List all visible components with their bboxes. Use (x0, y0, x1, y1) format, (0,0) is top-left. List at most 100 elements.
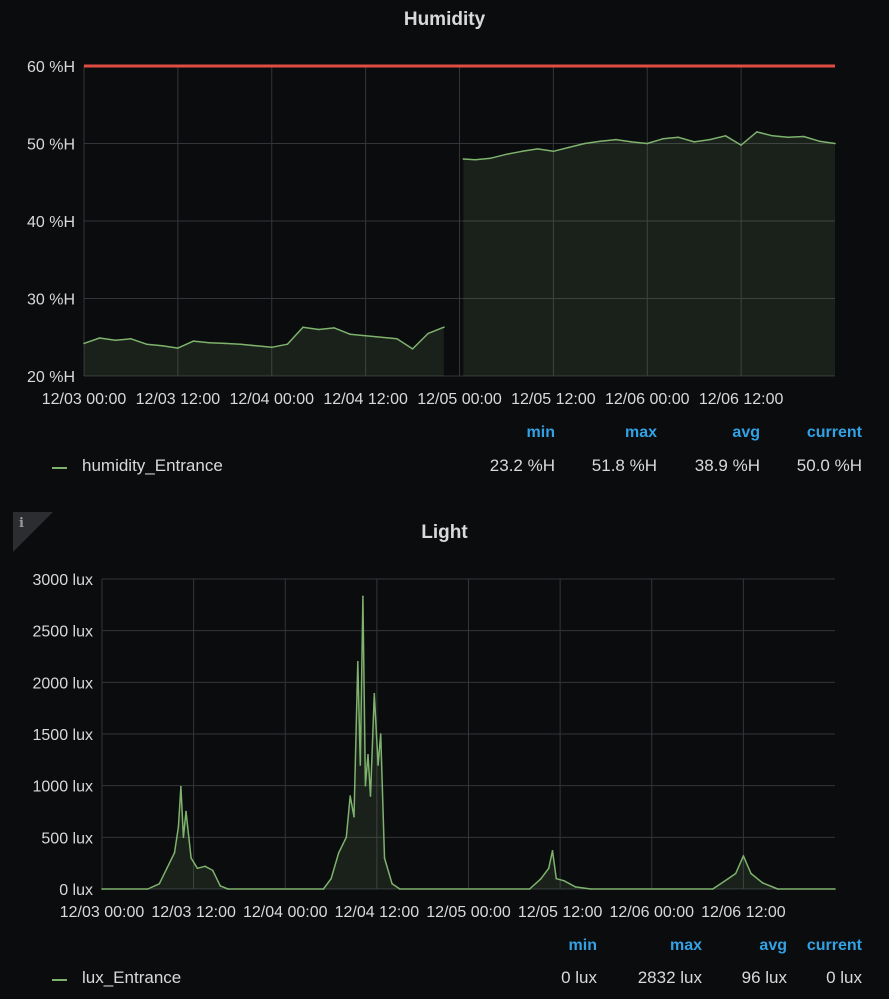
data-point (583, 142, 586, 145)
data-point (224, 342, 226, 345)
legend-item-humidity-entrance[interactable]: humidity_Entrance 23.2 %H 51.8 %H 38.9 %… (0, 456, 889, 480)
data-point (693, 141, 695, 143)
data-point (317, 328, 320, 331)
data-point (364, 784, 367, 787)
data-point (208, 341, 210, 344)
data-point (286, 343, 289, 346)
data-point (574, 886, 577, 888)
data-point (521, 150, 523, 153)
info-icon[interactable]: i (19, 516, 24, 531)
data-point (271, 346, 273, 349)
legend-value-avg: 96 lux (741, 968, 787, 987)
x-tick-label: 12/05 00:00 (426, 904, 511, 921)
data-point (740, 144, 742, 146)
data-point (536, 148, 539, 150)
data-point (712, 888, 714, 890)
data-point (568, 146, 570, 149)
legend-header-current[interactable]: current (806, 424, 862, 441)
panel-title[interactable]: Light (421, 522, 468, 543)
legend-series-name[interactable]: lux_Entrance (82, 968, 182, 987)
data-point (462, 158, 465, 160)
y-tick-label: 40 %H (27, 214, 75, 231)
series-area (84, 327, 444, 376)
data-point (540, 877, 542, 880)
plot-grid (101, 578, 835, 890)
data-point (396, 338, 398, 340)
data-point (177, 826, 180, 828)
legend-header-min[interactable]: min (568, 937, 597, 954)
humidity-chart[interactable]: 20 %H 30 %H 40 %H 50 %H 60 %H 12/03 00:00 12/0… (0, 0, 889, 420)
data-point (677, 136, 680, 139)
data-point (239, 343, 242, 346)
data-point (362, 595, 364, 598)
data-point (662, 138, 664, 140)
data-point (761, 882, 764, 884)
legend-header-avg[interactable]: avg (732, 424, 760, 441)
data-point (776, 888, 779, 890)
y-tick-label: 30 %H (27, 292, 75, 309)
data-point (180, 785, 182, 788)
data-point (379, 733, 382, 735)
legend-header-min[interactable]: min (526, 424, 555, 441)
series-color-swatch[interactable] (52, 979, 67, 981)
data-point (83, 342, 85, 345)
panel-info-corner[interactable] (13, 512, 53, 552)
legend-series-name[interactable]: humidity_Entrance (82, 456, 223, 475)
data-point (528, 888, 531, 890)
humidity-panel: Humidity 20 %H 30 %H 40 %H 50 %H 60 %H 12/03 … (0, 0, 889, 480)
legend-value-min: 23.2 %H (489, 456, 555, 475)
data-point (114, 339, 117, 342)
y-tick-label: 3000 lux (33, 572, 94, 589)
series-color-swatch[interactable] (52, 467, 67, 469)
data-point (377, 764, 379, 766)
data-point (166, 867, 168, 870)
panel-title[interactable]: Humidity (403, 9, 486, 30)
legend-header-avg[interactable]: avg (759, 937, 787, 954)
data-point (330, 877, 332, 880)
x-tick-label: 12/04 12:00 (335, 904, 420, 921)
legend-value-min: 0 lux (561, 968, 597, 987)
y-tick-label: 0 lux (59, 882, 93, 899)
data-point (192, 340, 195, 342)
data-point (834, 142, 836, 145)
data-point (145, 343, 148, 346)
x-tick-label: 12/06 00:00 (605, 391, 690, 408)
data-point (302, 326, 304, 329)
x-tick-label: 12/03 00:00 (42, 391, 127, 408)
data-point (101, 888, 103, 890)
data-point (380, 336, 383, 339)
data-point (551, 850, 554, 852)
data-point (373, 692, 376, 695)
data-point (204, 865, 206, 868)
y-tick-label: 1500 lux (33, 727, 94, 744)
series-area (102, 596, 835, 889)
x-tick-label: 12/05 12:00 (518, 904, 603, 921)
x-tick-label: 12/03 00:00 (60, 904, 145, 921)
legend-header-max[interactable]: max (624, 424, 657, 441)
y-tick-label: 2500 lux (33, 624, 94, 641)
data-point (196, 867, 199, 870)
legend-item-lux-entrance[interactable]: lux_Entrance 0 lux 2832 lux 96 lux 0 lux (0, 968, 889, 992)
data-point (563, 879, 565, 882)
legend-header-max[interactable]: max (669, 937, 702, 954)
data-point (353, 815, 355, 818)
data-point (505, 153, 508, 156)
y-tick-label: 20 %H (27, 369, 75, 386)
data-point (98, 337, 101, 339)
light-chart[interactable]: 0 lux 500 lux 1000 lux 1500 lux 2000 lux 2500… (0, 512, 889, 932)
data-point (787, 136, 789, 139)
legend-value-current: 0 lux (826, 968, 862, 987)
data-point (630, 141, 633, 143)
data-point (357, 660, 359, 663)
plot-grid (83, 65, 835, 377)
data-point (742, 855, 745, 857)
light-panel: i Light 0 lux 500 lux 1000 lux 1500 lux 2000… (0, 512, 889, 999)
legend-value-max: 51.8 %H (591, 456, 657, 475)
data-point (383, 857, 386, 859)
series-line (83, 326, 445, 350)
x-tick-label: 12/05 00:00 (417, 391, 502, 408)
legend-header-current[interactable]: current (806, 937, 862, 954)
x-tick-label: 12/03 12:00 (151, 904, 236, 921)
data-point (615, 138, 617, 141)
data-point (547, 867, 550, 870)
